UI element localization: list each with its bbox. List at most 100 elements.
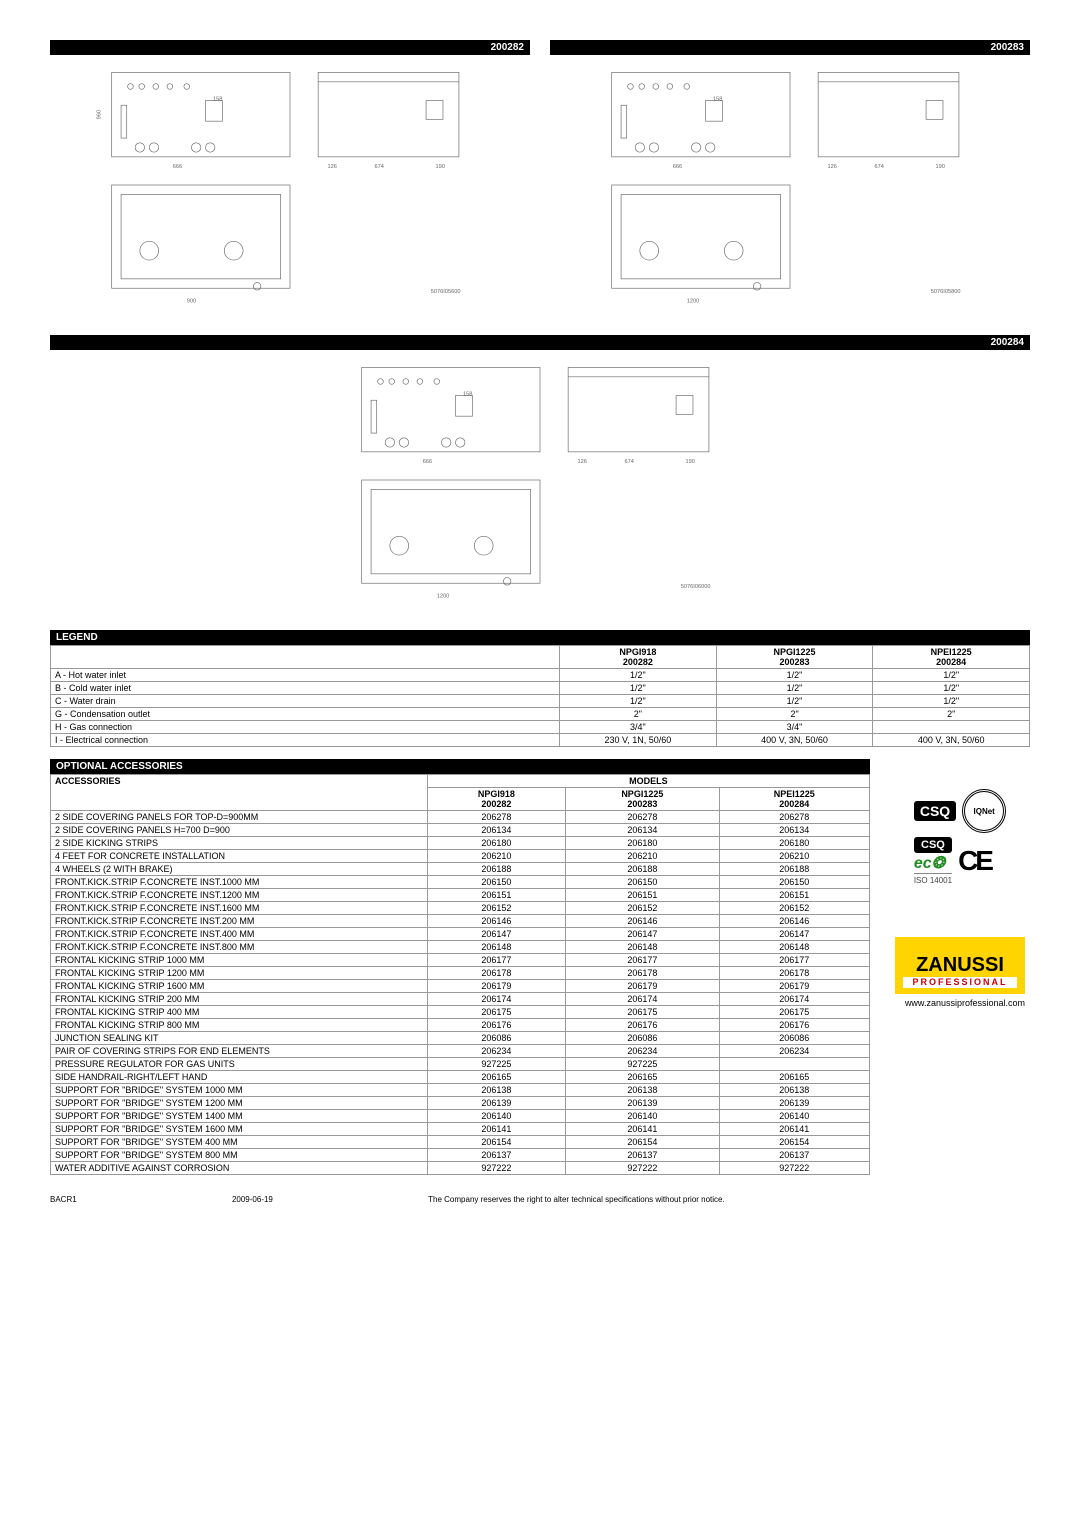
svg-text:674: 674 bbox=[374, 164, 383, 170]
legend-row-value: 1/2" bbox=[716, 669, 873, 682]
legend-row-value: 3/4" bbox=[716, 721, 873, 734]
svg-text:666: 666 bbox=[673, 164, 682, 170]
acc-row-value: 206177 bbox=[566, 954, 719, 967]
acc-row-value: 206139 bbox=[719, 1097, 869, 1110]
legend-row-value: 2" bbox=[873, 708, 1030, 721]
diagram-code: 200282 bbox=[50, 40, 530, 55]
legend-row-value bbox=[873, 721, 1030, 734]
technical-drawing-icon: 158 666 126 674 190 1200 5076I05800 bbox=[558, 63, 1022, 307]
acc-row-label: SUPPORT FOR "BRIDGE" SYSTEM 800 MM bbox=[51, 1149, 428, 1162]
legend-row-value: 400 V, 3N, 50/60 bbox=[873, 734, 1030, 747]
acc-row-value: 206176 bbox=[719, 1019, 869, 1032]
table-row: C - Water drain1/2"1/2"1/2" bbox=[51, 695, 1030, 708]
diagrams-row-2: 200284 158 bbox=[50, 335, 1030, 610]
svg-text:190: 190 bbox=[935, 164, 944, 170]
diagram-200283: 200283 158 bbox=[550, 40, 1030, 315]
acc-row-label: SUPPORT FOR "BRIDGE" SYSTEM 1400 MM bbox=[51, 1110, 428, 1123]
acc-row-value: 206210 bbox=[719, 850, 869, 863]
acc-row-label: SUPPORT FOR "BRIDGE" SYSTEM 1600 MM bbox=[51, 1123, 428, 1136]
acc-row-label: FRONT.KICK.STRIP F.CONCRETE INST.1200 MM bbox=[51, 889, 428, 902]
legend-row-value: 2" bbox=[560, 708, 717, 721]
diagram-200284: 200284 158 bbox=[50, 335, 1030, 610]
acc-row-value: 206138 bbox=[566, 1084, 719, 1097]
acc-row-value: 206165 bbox=[566, 1071, 719, 1084]
acc-row-value: 206147 bbox=[566, 928, 719, 941]
acc-row-value: 206086 bbox=[566, 1032, 719, 1045]
acc-row-value: 206154 bbox=[427, 1136, 565, 1149]
acc-row-value: 206134 bbox=[719, 824, 869, 837]
page-footer: BACR1 2009-06-19 The Company reserves th… bbox=[50, 1195, 1030, 1204]
table-row: FRONTAL KICKING STRIP 1000 MM20617720617… bbox=[51, 954, 870, 967]
table-row: FRONTAL KICKING STRIP 800 MM 206176206176… bbox=[51, 1019, 870, 1032]
brand-website: www.zanussiprofessional.com bbox=[895, 998, 1025, 1008]
acc-row-value: 206180 bbox=[427, 837, 565, 850]
table-row: FRONT.KICK.STRIP F.CONCRETE INST.1000 MM… bbox=[51, 876, 870, 889]
brand-subtitle: PROFESSIONAL bbox=[903, 977, 1017, 988]
table-row: SIDE HANDRAIL-RIGHT/LEFT HAND20616520616… bbox=[51, 1071, 870, 1084]
acc-header-models: MODELS bbox=[427, 775, 869, 788]
accessories-title: OPTIONAL ACCESSORIES bbox=[50, 759, 870, 774]
svg-text:158: 158 bbox=[463, 392, 472, 398]
acc-row-label: SIDE HANDRAIL-RIGHT/LEFT HAND bbox=[51, 1071, 428, 1084]
acc-row-value: 206152 bbox=[719, 902, 869, 915]
acc-row-value: 206210 bbox=[566, 850, 719, 863]
acc-row-value: 206176 bbox=[566, 1019, 719, 1032]
table-row: FRONT.KICK.STRIP F.CONCRETE INST.200 MM2… bbox=[51, 915, 870, 928]
acc-row-value: 206179 bbox=[719, 980, 869, 993]
acc-row-value: 206147 bbox=[427, 928, 565, 941]
svg-text:158: 158 bbox=[213, 97, 222, 103]
cert-block: CSQ IQNet CSQ ec❂ ISO 14001 CE bbox=[914, 789, 1006, 885]
svg-text:666: 666 bbox=[423, 459, 432, 465]
accessories-section: OPTIONAL ACCESSORIES ACCESSORIES MODELS … bbox=[50, 759, 1030, 1175]
logos-column: CSQ IQNet CSQ ec❂ ISO 14001 CE ZANUSSI P… bbox=[890, 759, 1030, 1175]
acc-row-value: 206139 bbox=[427, 1097, 565, 1110]
csq-logo-icon: CSQ bbox=[914, 837, 952, 853]
acc-row-label: PAIR OF COVERING STRIPS FOR END ELEMENTS bbox=[51, 1045, 428, 1058]
acc-row-label: FRONTAL KICKING STRIP 1600 MM bbox=[51, 980, 428, 993]
acc-row-value: 206178 bbox=[719, 967, 869, 980]
acc-row-value: 206140 bbox=[719, 1110, 869, 1123]
legend-row-label: A - Hot water inlet bbox=[51, 669, 560, 682]
acc-row-label: SUPPORT FOR "BRIDGE" SYSTEM 1200 MM bbox=[51, 1097, 428, 1110]
acc-row-value: 206148 bbox=[719, 941, 869, 954]
acc-row-label: WATER ADDITIVE AGAINST CORROSION bbox=[51, 1162, 428, 1175]
accessories-table: ACCESSORIES MODELS NPGI918200282 NPGI122… bbox=[50, 774, 870, 1175]
acc-row-value: 206141 bbox=[566, 1123, 719, 1136]
acc-row-value: 206234 bbox=[566, 1045, 719, 1058]
brand-name: ZANUSSI bbox=[916, 954, 1004, 976]
acc-row-value: 206154 bbox=[719, 1136, 869, 1149]
acc-row-value: 206139 bbox=[566, 1097, 719, 1110]
acc-row-value: 927222 bbox=[427, 1162, 565, 1175]
table-row: FRONTAL KICKING STRIP 1600 MM 20617920617… bbox=[51, 980, 870, 993]
legend-table: NPGI918200282 NPGI1225200283 NPEI1225200… bbox=[50, 645, 1030, 747]
acc-row-value: 206148 bbox=[566, 941, 719, 954]
acc-row-value: 206146 bbox=[566, 915, 719, 928]
acc-row-value: 206278 bbox=[566, 811, 719, 824]
svg-text:900: 900 bbox=[187, 298, 196, 304]
legend-row-value: 1/2" bbox=[560, 695, 717, 708]
acc-row-value: 206140 bbox=[427, 1110, 565, 1123]
svg-text:190: 190 bbox=[435, 164, 444, 170]
acc-row-value: 206234 bbox=[719, 1045, 869, 1058]
legend-row-value: 1/2" bbox=[873, 695, 1030, 708]
acc-row-value: 206234 bbox=[427, 1045, 565, 1058]
diagram-body: 158 666 126 674 190 960 900 5076I05600 bbox=[50, 55, 530, 315]
acc-row-label: 2 SIDE COVERING PANELS H=700 D=900 bbox=[51, 824, 428, 837]
acc-row-value: 206174 bbox=[427, 993, 565, 1006]
legend-row-value: 3/4" bbox=[560, 721, 717, 734]
acc-row-value: 206140 bbox=[566, 1110, 719, 1123]
acc-row-label: FRONTAL KICKING STRIP 800 MM bbox=[51, 1019, 428, 1032]
legend-row-label: C - Water drain bbox=[51, 695, 560, 708]
acc-row-value: 206179 bbox=[566, 980, 719, 993]
table-row: JUNCTION SEALING KIT206086206086206086 bbox=[51, 1032, 870, 1045]
diagram-body: 158 666 126 674 190 1200 5076I06000 bbox=[50, 350, 1030, 610]
table-row: SUPPORT FOR "BRIDGE" SYSTEM 1400 MM20614… bbox=[51, 1110, 870, 1123]
table-row: H - Gas connection3/4"3/4" bbox=[51, 721, 1030, 734]
svg-text:674: 674 bbox=[874, 164, 883, 170]
footer-disclaimer: The Company reserves the right to alter … bbox=[428, 1195, 725, 1204]
table-row: FRONT.KICK.STRIP F.CONCRETE INST.1200 MM… bbox=[51, 889, 870, 902]
acc-row-label: FRONTAL KICKING STRIP 400 MM bbox=[51, 1006, 428, 1019]
acc-row-label: 2 SIDE COVERING PANELS FOR TOP-D=900MM bbox=[51, 811, 428, 824]
table-row: WATER ADDITIVE AGAINST CORROSION92722292… bbox=[51, 1162, 870, 1175]
acc-col-1: NPGI1225200283 bbox=[566, 788, 719, 811]
